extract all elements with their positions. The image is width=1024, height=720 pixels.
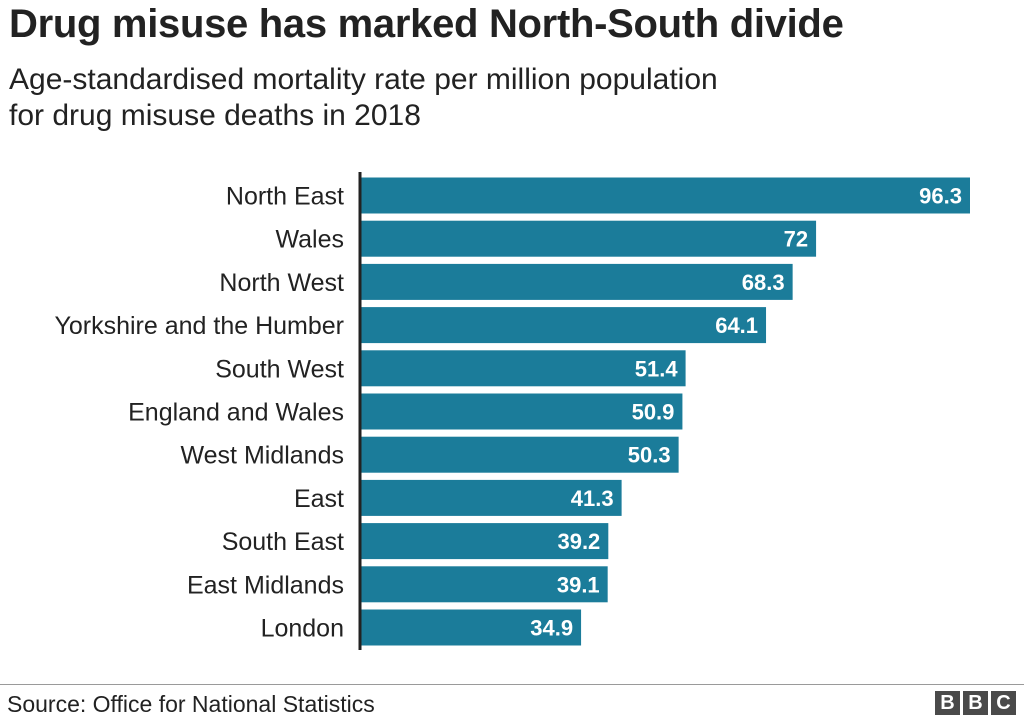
bar-east-midlands <box>360 566 608 603</box>
category-label: Yorkshire and the Humber <box>54 312 344 340</box>
bbc-logo-block-1: B <box>935 691 960 715</box>
bar-north-west <box>360 263 793 300</box>
bbc-logo-block-2: B <box>963 691 988 715</box>
value-label: 34.9 <box>530 616 573 641</box>
category-labels-group: North East Wales North West Yorkshire and t… <box>54 183 344 643</box>
source-note: Source: Office for National Statistics <box>7 691 375 717</box>
category-label: England and Wales <box>128 399 344 427</box>
bar-east <box>360 479 622 516</box>
value-label: 68.3 <box>742 270 785 295</box>
bbc-logo: B B C <box>935 691 1016 715</box>
chart-title: Drug misuse has marked North-South divid… <box>9 2 844 46</box>
subtitle-line-1: Age-standardised mortality rate per mill… <box>9 63 718 96</box>
bar-south-east <box>360 523 609 560</box>
value-label: 50.3 <box>628 443 671 468</box>
value-label: 39.2 <box>557 529 600 554</box>
value-label: 41.3 <box>571 486 614 511</box>
value-label: 72 <box>784 227 808 252</box>
category-label: South East <box>222 528 344 556</box>
bar-north-east <box>360 177 970 214</box>
bar-west-midlands <box>360 436 679 473</box>
footer-divider <box>0 684 1024 685</box>
value-label: 50.9 <box>632 400 675 425</box>
bar-south-west <box>360 350 686 387</box>
category-label: North West <box>219 269 344 297</box>
bar-chart: North East Wales North West Yorkshire and t… <box>54 172 970 650</box>
bbc-logo-block-3: C <box>991 691 1016 715</box>
category-label: North East <box>226 183 344 211</box>
value-label: 51.4 <box>635 356 679 381</box>
bar-wales <box>360 220 817 257</box>
category-label: South West <box>215 355 344 383</box>
category-label: London <box>261 615 344 643</box>
value-label: 64.1 <box>715 313 758 338</box>
category-label: East <box>294 485 344 513</box>
chart-subtitle: Age-standardised mortality rate per mill… <box>9 62 718 134</box>
bars-group <box>360 177 970 646</box>
bar-london <box>360 609 582 646</box>
value-labels-group: 96.3 72 68.3 64.1 51.4 50.9 50.3 41.3 39.2 39.1 34… <box>530 184 962 641</box>
bar-england-and-wales <box>360 393 683 430</box>
value-label: 96.3 <box>919 184 962 209</box>
value-label: 39.1 <box>557 572 600 597</box>
category-label: East Midlands <box>187 571 344 599</box>
subtitle-line-2: for drug misuse deaths in 2018 <box>9 99 421 132</box>
category-label: Wales <box>275 226 344 254</box>
category-label: West Midlands <box>181 442 345 470</box>
bar-yorkshire-and-the-humber <box>360 307 767 344</box>
